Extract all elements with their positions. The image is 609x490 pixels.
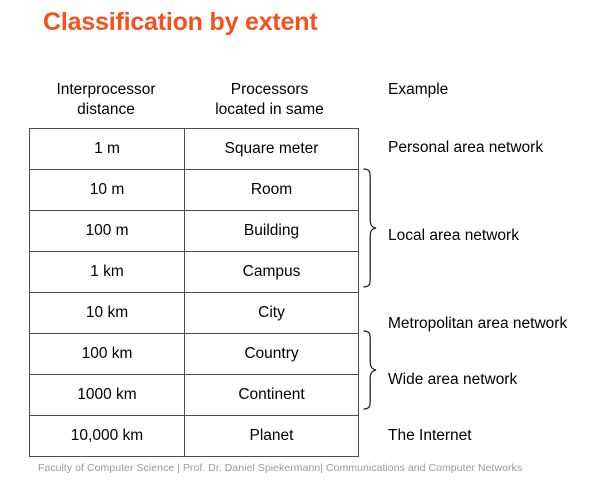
- table-body: 1 m Square meter 10 m Room 100 m Buildin…: [29, 128, 359, 457]
- curly-brace-icon-wide-area-network: [362, 330, 378, 410]
- cell-located: Continent: [184, 374, 359, 416]
- cell-located: Building: [184, 210, 359, 252]
- cell-distance: 100 km: [29, 333, 185, 375]
- table-row: 1 m Square meter: [29, 128, 359, 170]
- cell-distance: 10,000 km: [29, 415, 185, 457]
- table-row: 10 m Room: [29, 169, 359, 211]
- cell-distance: 100 m: [29, 210, 185, 252]
- cell-located: Campus: [184, 251, 359, 293]
- cell-distance: 10 km: [29, 292, 185, 334]
- curly-brace-icon-local-area-network: [362, 168, 378, 288]
- column-header-located-line2: located in same: [215, 101, 324, 118]
- column-header-example: Example: [388, 81, 449, 98]
- cell-distance: 1000 km: [29, 374, 185, 416]
- table-row: 100 m Building: [29, 210, 359, 252]
- page-title: Classification by extent: [43, 8, 318, 36]
- table-row: 10 km City: [29, 292, 359, 334]
- column-header-located-line1: Processors: [230, 81, 309, 98]
- cell-located: Planet: [184, 415, 359, 457]
- table-row: 10,000 km Planet: [29, 415, 359, 457]
- cell-located: Country: [184, 333, 359, 375]
- cell-distance: 1 km: [29, 251, 185, 293]
- column-header-distance-line1: Interprocessor: [56, 81, 156, 98]
- cell-located: Square meter: [184, 128, 359, 170]
- cell-located: Room: [184, 169, 359, 211]
- example-label-wide-area-network: Wide area network: [388, 371, 518, 388]
- column-header-distance-line2: distance: [77, 101, 135, 118]
- example-label-personal-area-network: Personal area network: [388, 139, 544, 156]
- example-label-metropolitan-area-network: Metropolitan area network: [388, 315, 568, 332]
- table-row: 1000 km Continent: [29, 374, 359, 416]
- classification-table: 1 m Square meter 10 m Room 100 m Buildin…: [29, 128, 359, 457]
- column-header-interprocessor-distance: Interprocessor distance: [29, 80, 183, 120]
- cell-located: City: [184, 292, 359, 334]
- example-label-local-area-network: Local area network: [388, 227, 519, 244]
- cell-distance: 1 m: [29, 128, 185, 170]
- example-label-the-internet: The Internet: [388, 427, 472, 444]
- cell-distance: 10 m: [29, 169, 185, 211]
- slide-footer: Faculty of Computer Science | Prof. Dr. …: [38, 462, 523, 474]
- table-row: 1 km Campus: [29, 251, 359, 293]
- table-row: 100 km Country: [29, 333, 359, 375]
- column-header-processors-located-in-same: Processors located in same: [183, 80, 356, 120]
